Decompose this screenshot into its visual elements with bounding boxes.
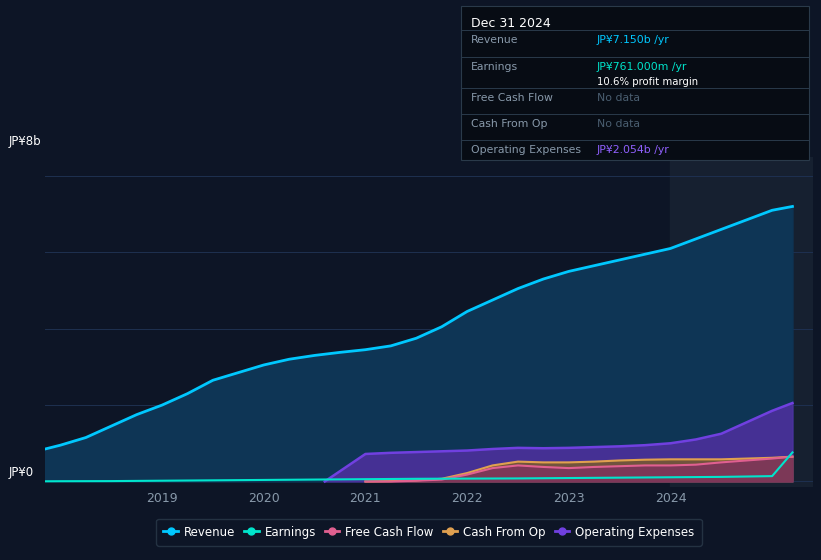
Text: No data: No data — [597, 92, 640, 102]
Text: Operating Expenses: Operating Expenses — [471, 145, 581, 155]
Text: JP¥7.150b /yr: JP¥7.150b /yr — [597, 35, 670, 45]
Text: Revenue: Revenue — [471, 35, 519, 45]
Text: No data: No data — [597, 119, 640, 129]
Text: JP¥761.000m /yr: JP¥761.000m /yr — [597, 62, 687, 72]
Text: 10.6% profit margin: 10.6% profit margin — [597, 77, 698, 87]
Text: Dec 31 2024: Dec 31 2024 — [471, 17, 551, 30]
Legend: Revenue, Earnings, Free Cash Flow, Cash From Op, Operating Expenses: Revenue, Earnings, Free Cash Flow, Cash … — [156, 519, 702, 546]
Text: JP¥0: JP¥0 — [8, 466, 34, 479]
Text: JP¥8b: JP¥8b — [8, 136, 41, 148]
Text: JP¥2.054b /yr: JP¥2.054b /yr — [597, 145, 670, 155]
Bar — [671, 157, 813, 487]
Text: Free Cash Flow: Free Cash Flow — [471, 92, 553, 102]
Text: Earnings: Earnings — [471, 62, 518, 72]
Text: Cash From Op: Cash From Op — [471, 119, 548, 129]
